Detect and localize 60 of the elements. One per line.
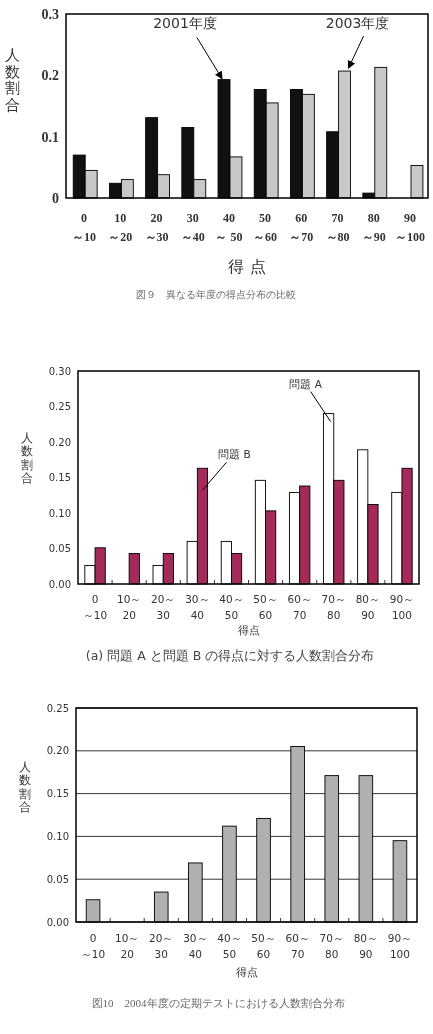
y-tick-label: 0 xyxy=(52,190,59,206)
x-tick-label: 20～ 30 xyxy=(149,932,174,960)
x-tick-label: 70～ 80 xyxy=(321,593,346,621)
text: (a) 問題 A と問題 B の得点に対する人数割合分布 xyxy=(85,648,375,663)
y-tick-label: 0.2 xyxy=(41,68,59,84)
x-tick-label: 80～ 90 xyxy=(353,932,379,960)
x-tick-label: 50 ～60 xyxy=(253,211,278,244)
x-tick-label: 30～ 40 xyxy=(185,593,210,621)
y-tick-label: 0.00 xyxy=(48,578,71,590)
x-tick-label: 10 ～20 xyxy=(108,211,133,244)
y-tick-label: 0.15 xyxy=(46,788,69,800)
y-tick-label: 0.05 xyxy=(46,873,69,885)
y-tick-label: 0.25 xyxy=(48,401,71,412)
annotation: 問題 A xyxy=(289,377,323,390)
y-tick-label: 0.25 xyxy=(46,702,69,714)
y-tick-label: 0.20 xyxy=(48,436,71,448)
x-tick-label: 40 ～ 50 xyxy=(215,211,243,244)
y-tick-label: 0.3 xyxy=(41,6,59,22)
x-axis-title: 得点 xyxy=(235,966,258,978)
y-axis-title: 人数割合 xyxy=(4,46,20,114)
x-axis-title: 得 点 xyxy=(228,257,266,276)
annotation: 2003年度 xyxy=(325,15,390,32)
y-axis-title: 人数割合 xyxy=(19,760,31,814)
x-tick-label: 20～ 30 xyxy=(151,593,176,621)
x-tick-label: 20 ～30 xyxy=(144,211,169,244)
y-tick-label: 0.10 xyxy=(48,507,71,519)
x-tick-label: 90～ 100 xyxy=(389,593,415,621)
y-tick-label: 0.00 xyxy=(46,916,69,928)
x-tick-label: 40～ 50 xyxy=(219,593,244,621)
x-tick-label: 90～ 100 xyxy=(387,932,413,960)
x-tick-label: 30～ 40 xyxy=(183,932,208,960)
x-tick-label: 0 ～10 xyxy=(82,593,108,621)
x-tick-label: 80～ 90 xyxy=(355,593,381,621)
y-tick-label: 0.05 xyxy=(48,543,71,554)
x-tick-label: 90 ～100 xyxy=(394,211,425,244)
x-tick-label: 30 ～40 xyxy=(180,211,205,244)
y-tick-label: 0.30 xyxy=(48,365,71,377)
x-tick-label: 70 ～80 xyxy=(325,211,350,244)
x-tick-label: 0 ～10 xyxy=(72,211,97,244)
caption: 図９ 異なる年度の得点分布の比較 xyxy=(136,289,296,300)
x-tick-label: 10～ 20 xyxy=(116,593,142,621)
caption: 図10 2004年度の定期テストにおける人数割合分布 xyxy=(91,997,345,1010)
x-tick-label: 60～ 70 xyxy=(287,593,312,621)
x-tick-label: 50～ 60 xyxy=(251,932,276,960)
y-tick-label: 0.10 xyxy=(46,830,69,842)
y-axis-title: 人数割合 xyxy=(21,431,33,485)
x-tick-label: 60～ 70 xyxy=(285,932,310,960)
x-tick-label: 10～ 20 xyxy=(114,932,140,960)
y-tick-label: 0.1 xyxy=(41,129,59,145)
x-tick-label: 0 ～10 xyxy=(80,932,106,960)
annotation: 2001年度 xyxy=(153,14,217,31)
x-tick-label: 50～ 60 xyxy=(253,593,278,621)
x-tick-label: 40～ 50 xyxy=(217,932,242,960)
y-tick-label: 0.15 xyxy=(48,472,71,483)
x-tick-label: 70～ 80 xyxy=(319,932,344,960)
annotation: 問題 B xyxy=(218,448,251,461)
y-tick-label: 0.20 xyxy=(46,745,69,757)
x-tick-label: 80 ～90 xyxy=(361,211,386,244)
x-tick-label: 60 ～70 xyxy=(289,211,314,244)
x-axis-title: 得点 xyxy=(237,624,260,636)
